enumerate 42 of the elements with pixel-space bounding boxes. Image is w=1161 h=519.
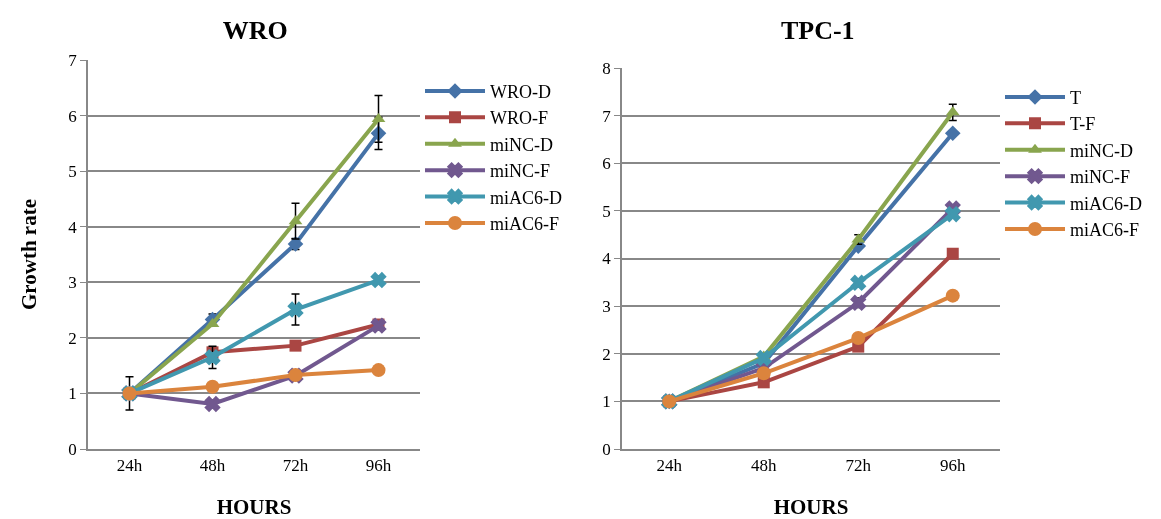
- x-tick-label: 48h: [199, 456, 226, 476]
- legend-label: WRO-D: [490, 81, 551, 102]
- y-tick-label: 5: [68, 162, 77, 182]
- legend-label: miAC6-F: [1070, 219, 1140, 240]
- x-tick-label: 72h: [845, 456, 872, 476]
- x-axis-title: HOURS: [216, 495, 292, 519]
- y-tick-label: 2: [68, 328, 77, 348]
- legend-label: WRO-F: [490, 108, 548, 129]
- legend-label: miNC-D: [1070, 140, 1133, 161]
- legend-label: miAC6-F: [490, 213, 560, 234]
- y-tick-label: 4: [602, 249, 612, 269]
- y-tick-label: 1: [602, 392, 611, 412]
- legend-label: T: [1070, 87, 1081, 108]
- y-tick-label: 8: [602, 58, 611, 78]
- y-tick-label: 2: [602, 344, 611, 364]
- y-tick-label: 6: [602, 154, 611, 174]
- legend-label: miNC-F: [1070, 167, 1131, 188]
- legend-label: miAC6-D: [1070, 193, 1142, 214]
- legend-label: miAC6-D: [490, 187, 562, 208]
- chart-title: TPC-1: [780, 15, 855, 45]
- x-tick-label: 72h: [282, 456, 309, 476]
- legend-label: T-F: [1070, 114, 1096, 135]
- y-tick-label: 4: [68, 217, 78, 237]
- y-tick-label: 7: [68, 50, 78, 70]
- x-axis-title: HOURS: [773, 495, 849, 519]
- chart-title: WRO: [222, 15, 288, 45]
- x-tick-label: 96h: [365, 456, 392, 476]
- x-tick-label: 24h: [656, 456, 683, 476]
- legend-label: miNC-F: [490, 161, 551, 182]
- y-tick-label: 5: [602, 201, 611, 221]
- x-tick-label: 48h: [751, 456, 777, 476]
- y-tick-label: 1: [68, 384, 77, 404]
- x-tick-label: 96h: [940, 456, 966, 476]
- y-tick-label: 7: [602, 106, 612, 126]
- y-tick-label: 3: [68, 273, 77, 293]
- y-tick-label: 0: [602, 439, 611, 459]
- x-tick-label: 24h: [116, 456, 143, 476]
- y-tick-label: 3: [602, 297, 611, 317]
- y-tick-label: 0: [68, 439, 77, 459]
- y-tick-label: 6: [68, 106, 77, 126]
- y-axis-title: Growth rate: [16, 199, 41, 310]
- legend-label: miNC-D: [490, 134, 553, 155]
